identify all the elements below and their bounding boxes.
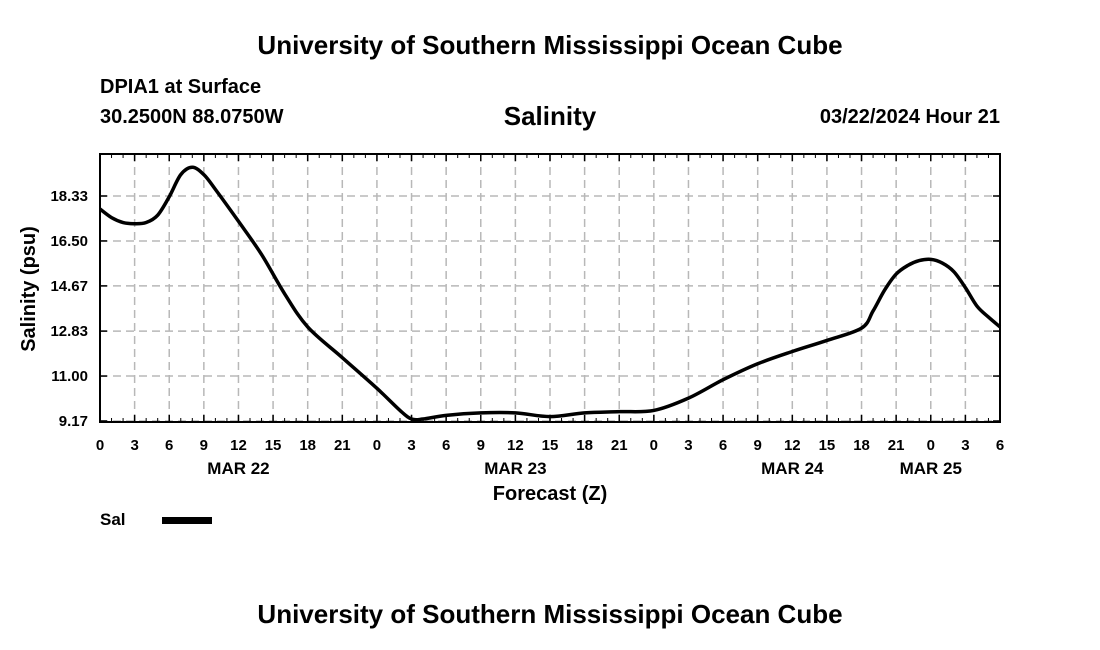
x-tick-label: 0 [96,437,104,454]
chart-title-bottom: University of Southern Mississippi Ocean… [257,599,843,629]
x-date-label: MAR 24 [761,459,824,478]
x-tick-label: 0 [373,437,381,454]
grid-lines [100,154,1000,422]
x-tick-label: 15 [265,437,282,454]
x-tick-label: 18 [576,437,593,454]
x-tick-label: 3 [684,437,692,454]
chart-title-top: University of Southern Mississippi Ocean… [257,30,843,60]
y-tick-label: 14.67 [50,278,88,295]
legend-swatch [162,517,212,524]
x-tick-label: 21 [334,437,351,454]
station-coordinates: 30.2500N 88.0750W [100,106,284,128]
axis-ticks [99,154,1001,422]
x-tick-label: 3 [130,437,138,454]
x-tick-label: 3 [407,437,415,454]
x-tick-label: 15 [819,437,836,454]
x-tick-label: 12 [784,437,801,454]
x-tick-label: 3 [961,437,969,454]
x-tick-label: 18 [299,437,316,454]
y-tick-label: 9.17 [59,413,88,430]
legend-label: Sal [100,510,126,529]
series-layer [98,165,1002,422]
x-axis-label: Forecast (Z) [493,483,607,505]
station-label: DPIA1 at Surface [100,76,262,98]
x-date-label: MAR 23 [484,459,546,478]
x-tick-label: 0 [650,437,658,454]
x-tick-label: 6 [165,437,173,454]
axis-labels: 0 3 6 9 12 15 18 21 0 3 6 9 12 15 18 21 0 3 6 9 12 15 18 21 0 3 6 9… [50,188,1004,478]
y-tick-label: 16.50 [50,233,88,250]
x-tick-label: 9 [477,437,485,454]
x-tick-label: 15 [542,437,559,454]
y-tick-label: 18.33 [50,188,88,205]
y-axis-label: Salinity (psu) [18,226,40,352]
series-line-sal [98,165,1002,422]
x-tick-label: 9 [754,437,762,454]
x-tick-label: 6 [442,437,450,454]
x-tick-label: 18 [853,437,870,454]
x-date-label: MAR 22 [207,459,269,478]
forecast-datetime: 03/22/2024 Hour 21 [819,106,1000,128]
x-tick-label: 6 [719,437,727,454]
y-tick-label: 11.00 [51,368,88,385]
x-date-label: MAR 25 [900,459,962,478]
x-tick-label: 0 [927,437,935,454]
x-tick-label: 6 [996,437,1004,454]
x-tick-label: 12 [507,437,524,454]
y-tick-label: 12.83 [50,323,88,340]
x-tick-label: 21 [611,437,628,454]
variable-title: Salinity [503,101,597,131]
x-tick-label: 21 [888,437,905,454]
x-tick-label: 12 [230,437,247,454]
x-tick-label: 9 [200,437,208,454]
